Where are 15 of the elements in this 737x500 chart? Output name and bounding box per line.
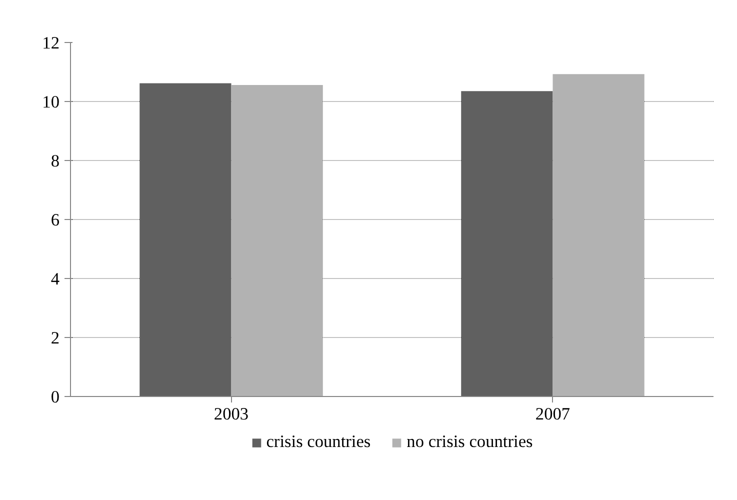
y-tick-label: 0 [50, 388, 60, 406]
y-tick-label: 10 [42, 92, 60, 112]
y-tick-label: 6 [50, 210, 60, 230]
legend-label: crisis countries [266, 432, 371, 452]
y-tick-label: 4 [50, 270, 60, 288]
bar [461, 91, 553, 396]
x-tick-label: 2007 [535, 404, 570, 424]
y-tick-label: 12 [42, 34, 60, 52]
x-tick-label: 2003 [214, 404, 249, 424]
y-tick-label: 2 [50, 328, 60, 348]
y-tick-label: 8 [50, 152, 60, 170]
legend-label: no crisis countries [406, 432, 533, 452]
bar [231, 84, 323, 396]
bar [552, 74, 644, 396]
bar [140, 83, 232, 396]
